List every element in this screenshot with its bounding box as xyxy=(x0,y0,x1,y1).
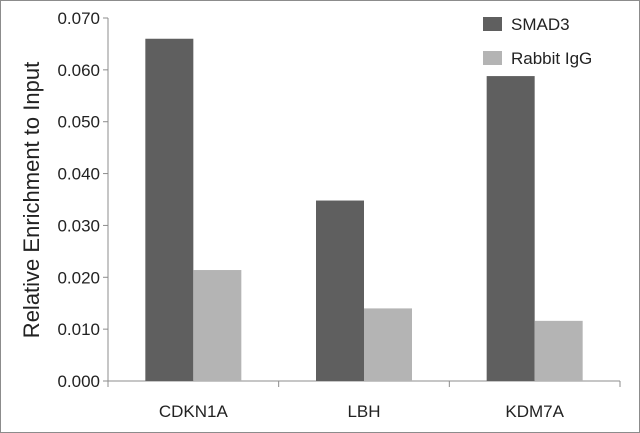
bar-rabbit-igg-lbh xyxy=(364,308,412,381)
legend: SMAD3 Rabbit IgG xyxy=(483,15,592,68)
x-category-label: CDKN1A xyxy=(159,402,229,421)
y-tick-label: 0.060 xyxy=(57,61,100,80)
y-tick-label: 0.000 xyxy=(57,372,100,391)
bar-rabbit-igg-cdkn1a xyxy=(193,270,242,381)
y-tick-label: 0.030 xyxy=(57,216,100,235)
y-tick-label: 0.040 xyxy=(57,165,100,184)
x-category-label: LBH xyxy=(347,402,380,421)
bar-smad3-kdm7a xyxy=(486,76,535,381)
bars-group xyxy=(145,38,583,381)
x-category-label: KDM7A xyxy=(505,402,564,421)
y-axis: 0.000 0.010 0.020 0.030 0.040 0.050 0.060 0.070 xyxy=(57,9,109,391)
legend-label: SMAD3 xyxy=(511,15,570,34)
bar-smad3-lbh xyxy=(316,200,364,381)
bar-rabbit-igg-kdm7a xyxy=(534,320,583,381)
y-axis-title: Relative Enrichment to Input xyxy=(19,62,44,338)
legend-swatch xyxy=(483,17,502,31)
y-tick-label: 0.010 xyxy=(57,320,100,339)
bar-smad3-cdkn1a xyxy=(145,38,194,381)
legend-label: Rabbit IgG xyxy=(511,49,592,68)
y-tick-label: 0.050 xyxy=(57,113,100,132)
y-tick-label: 0.070 xyxy=(57,9,100,28)
legend-swatch xyxy=(483,51,502,65)
y-tick-label: 0.020 xyxy=(57,268,100,287)
x-axis: CDKN1A LBH KDM7A xyxy=(107,380,621,421)
